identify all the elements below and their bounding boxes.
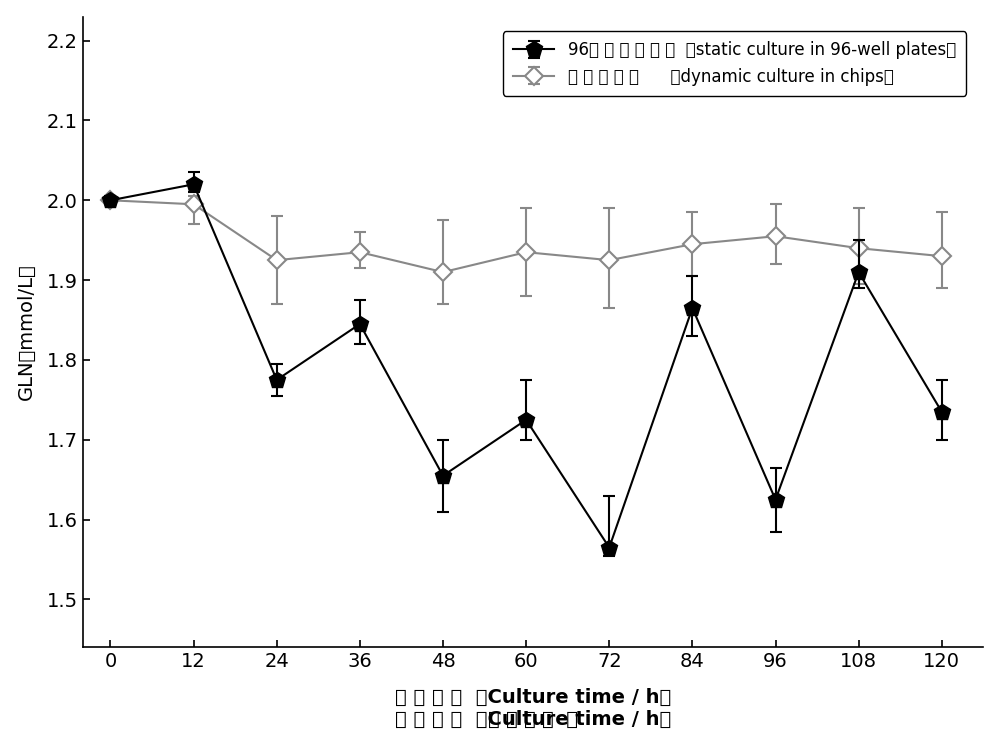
Text: 培 养 时 间  （: 培 养 时 间 （ <box>488 710 578 730</box>
Text: 培 养 时 间  （Culture time / h）: 培 养 时 间 （Culture time / h） <box>395 710 671 730</box>
Legend: 96孔 板 静 态 培 养  （static culture in 96-well plates）, 芯 片 中 动 态      （dynamic cultu: 96孔 板 静 态 培 养 （static culture in 96-well… <box>503 31 966 95</box>
Y-axis label: GLN（mmol/L）: GLN（mmol/L） <box>17 263 36 400</box>
X-axis label: 培 养 时 间  （Culture time / h）: 培 养 时 间 （Culture time / h） <box>395 688 671 707</box>
